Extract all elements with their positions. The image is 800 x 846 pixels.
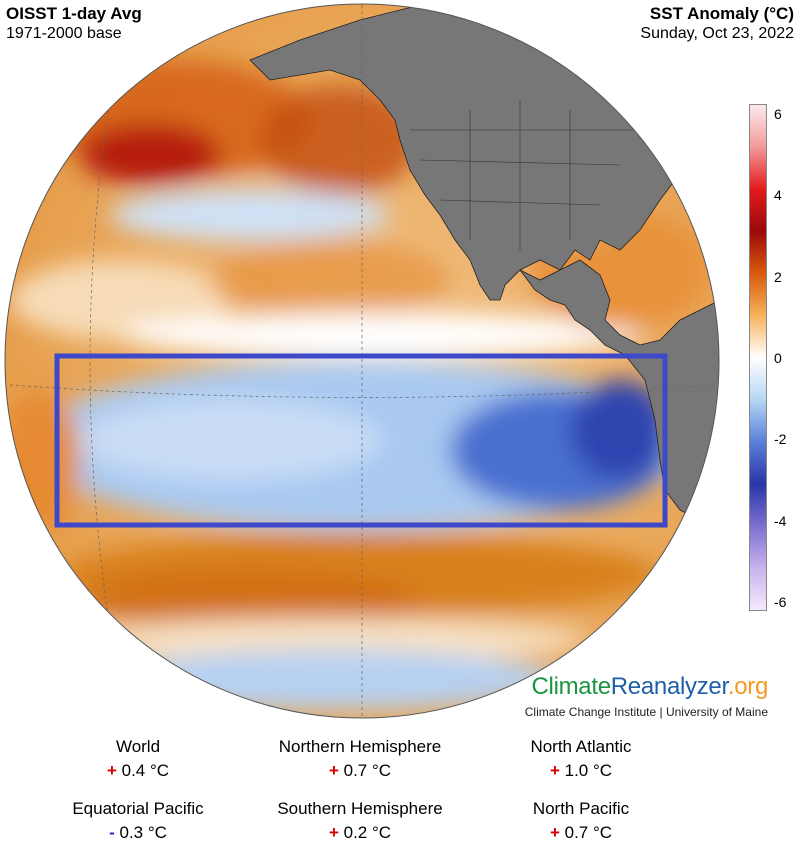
stat-name: World	[115, 737, 161, 756]
stat-number: 0.3 °C	[119, 823, 167, 842]
colorbar-tick-label: 4	[774, 187, 782, 204]
stat-southern-hemisphere: Southern Hemisphere + 0.2 °C	[240, 798, 480, 846]
stat-name: North Atlantic	[530, 737, 632, 756]
stat-value: + 0.2 °C	[240, 820, 480, 846]
stat-number: 0.7 °C	[564, 823, 613, 842]
stat-name: Northern Hemisphere	[278, 737, 442, 756]
stat-northern-hemisphere: Northern Hemisphere + 0.7 °C	[240, 736, 480, 784]
globe-outline	[4, 3, 720, 719]
brand-logo-part1: Climate	[531, 673, 612, 700]
dataset-title: OISST 1-day Avg	[6, 4, 142, 23]
stat-sign: +	[106, 761, 117, 780]
colorbar-tick-label: 0	[774, 350, 782, 366]
northeast-land	[599, 4, 719, 61]
stat-number: 0.4 °C	[121, 761, 170, 780]
baseline-label: 1971-2000 base	[6, 25, 122, 42]
colorbar-tick-label: -2	[774, 431, 787, 448]
stat-sign: +	[549, 823, 560, 842]
stat-number: 1.0 °C	[564, 761, 613, 780]
stat-name: Equatorial Pacific	[72, 799, 204, 818]
title-left: OISST 1-day Avg 1971-2000 base	[6, 4, 142, 44]
colorbar-tick-label: 2	[774, 268, 782, 285]
stat-value: + 1.0 °C	[461, 758, 701, 784]
stat-value: + 0.4 °C	[18, 758, 258, 784]
date-label: Sunday, Oct 23, 2022	[640, 25, 794, 42]
brand-logo[interactable]: ClimateReanalyzer.org	[525, 672, 769, 702]
stat-number: 0.7 °C	[343, 761, 392, 780]
brand-subtitle: Climate Change Institute | University of…	[524, 705, 768, 719]
stat-equatorial-pacific: Equatorial Pacific - 0.3 °C	[18, 798, 258, 846]
stat-world: World + 0.4 °C	[18, 736, 258, 784]
colorbar-tick-label: 6	[774, 106, 782, 122]
graticule	[9, 5, 716, 718]
state-borders	[410, 100, 640, 250]
stat-number: 0.2 °C	[343, 823, 392, 842]
title-right: SST Anomaly (°C) Sunday, Oct 23, 2022	[640, 4, 794, 44]
stat-value: + 0.7 °C	[461, 820, 701, 846]
brand-logo-part3: .org	[727, 673, 768, 700]
stat-sign: +	[328, 761, 339, 780]
equatorial-pacific-box	[54, 353, 668, 528]
brand-logo-part2: Reanalyzer	[610, 673, 728, 700]
stat-north-pacific: North Pacific + 0.7 °C	[461, 798, 701, 846]
stat-name: Southern Hemisphere	[277, 799, 443, 818]
stat-north-atlantic: North Atlantic + 1.0 °C	[461, 736, 701, 784]
stat-sign: -	[109, 823, 115, 842]
colorbar-tick-label: -4	[774, 512, 787, 529]
colorbar-tick-label: -6	[774, 594, 787, 610]
colorbar	[749, 104, 767, 611]
stat-name: North Pacific	[532, 799, 630, 818]
variable-title: SST Anomaly (°C)	[649, 4, 794, 23]
regional-stats: World + 0.4 °C Northern Hemisphere + 0.7…	[0, 736, 800, 846]
stat-value: + 0.7 °C	[240, 758, 480, 784]
stat-value: - 0.3 °C	[18, 820, 258, 846]
stat-sign: +	[549, 761, 560, 780]
brand-block: ClimateReanalyzer.org Climate Change Ins…	[524, 672, 769, 720]
stat-sign: +	[328, 823, 339, 842]
